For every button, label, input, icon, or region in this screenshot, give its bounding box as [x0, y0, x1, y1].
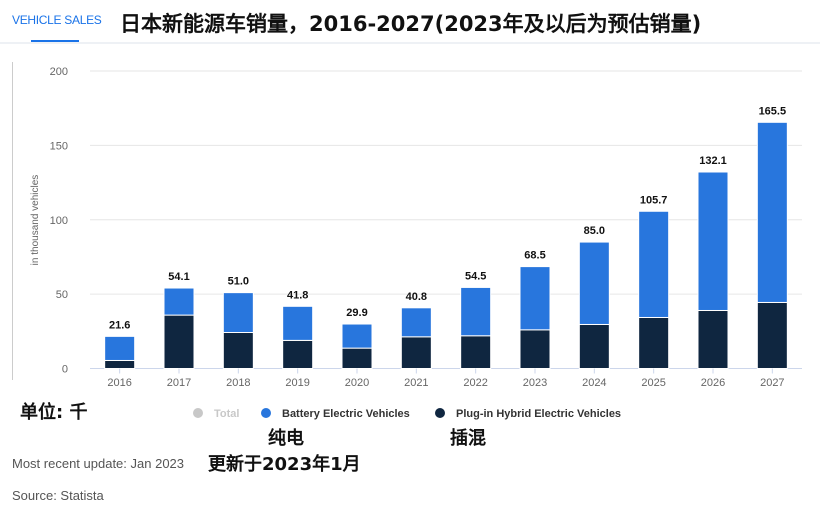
x-tick-label: 2022	[463, 377, 487, 389]
chart: 0 50 100 150 200 in thousand vehicles 21.6 2016…	[30, 66, 802, 420]
bar-segment	[104, 359, 136, 369]
left-divider	[12, 62, 13, 380]
y-tick-label: 150	[50, 140, 68, 152]
bar-segment	[638, 316, 670, 370]
bar-segment	[104, 335, 136, 361]
tab-vehicle-sales[interactable]: VEHICLE SALES	[12, 13, 102, 27]
y-tick-label: 0	[62, 364, 68, 376]
bar-segment	[756, 121, 788, 303]
bar-segment	[519, 266, 551, 331]
y-tick-label: 50	[56, 289, 68, 301]
y-axis-label: in thousand vehicles	[30, 175, 41, 266]
legend-label: Battery Electric Vehicles	[282, 408, 410, 420]
x-tick-label: 2027	[760, 377, 784, 389]
bar-segment	[341, 347, 373, 369]
data-label: 68.5	[524, 250, 545, 262]
data-label: 40.8	[406, 291, 427, 303]
data-label: 21.6	[109, 319, 130, 331]
data-label: 54.1	[168, 271, 189, 283]
bar-segment	[222, 332, 254, 370]
source-text: Source: Statista	[12, 488, 104, 503]
y-tick-label: 200	[50, 66, 68, 78]
bar-segment	[282, 305, 314, 341]
bar-segment	[460, 286, 492, 337]
header-divider	[0, 42, 820, 44]
y-tick-label: 100	[50, 215, 68, 227]
bar-segment	[400, 336, 432, 370]
data-label: 85.0	[584, 225, 605, 237]
x-tick-label: 2017	[167, 377, 191, 389]
x-tick-label: 2024	[582, 377, 606, 389]
bar-segment	[578, 241, 610, 325]
data-label: 41.8	[287, 289, 308, 301]
bar-segment	[460, 335, 492, 369]
x-tick-label: 2023	[523, 377, 547, 389]
legend-label: Total	[214, 408, 239, 420]
data-label: 165.5	[759, 105, 787, 117]
x-tick-label: 2025	[641, 377, 665, 389]
legend-marker	[193, 408, 203, 418]
legend-marker	[261, 408, 271, 418]
bar-segment	[638, 210, 670, 318]
data-label: 132.1	[699, 155, 727, 167]
bar-segment	[341, 323, 373, 349]
data-label: 105.7	[640, 194, 668, 206]
bar-segment	[163, 287, 195, 316]
update-cn-note: 更新于2023年1月	[208, 454, 361, 475]
bar-segment	[400, 307, 432, 338]
x-tick-label: 2020	[345, 377, 369, 389]
bar-segment	[519, 329, 551, 370]
bar-segment	[578, 323, 610, 369]
tab-indicator	[31, 40, 79, 43]
phev-note: 插混	[450, 428, 486, 449]
x-tick-label: 2018	[226, 377, 250, 389]
bar-segment	[222, 292, 254, 334]
data-label: 54.5	[465, 270, 486, 282]
legend-marker	[435, 408, 445, 418]
bar-segment	[163, 314, 195, 370]
legend-label: Plug-in Hybrid Electric Vehicles	[456, 408, 621, 420]
bar-segment	[756, 301, 788, 369]
x-tick-label: 2026	[701, 377, 725, 389]
chart-title: 日本新能源车销量，2016-2027(2023年及以后为预估销量)	[120, 12, 702, 36]
x-tick-label: 2019	[285, 377, 309, 389]
data-label: 51.0	[228, 276, 249, 288]
bev-note: 纯电	[268, 428, 304, 449]
bar-segment	[282, 339, 314, 370]
data-label: 29.9	[346, 307, 367, 319]
x-tick-label: 2021	[404, 377, 428, 389]
bar-segment	[697, 309, 729, 369]
update-text: Most recent update: Jan 2023	[12, 456, 185, 471]
unit-note: 单位: 千	[20, 402, 88, 423]
x-tick-label: 2016	[107, 377, 131, 389]
bar-segment	[697, 171, 729, 311]
